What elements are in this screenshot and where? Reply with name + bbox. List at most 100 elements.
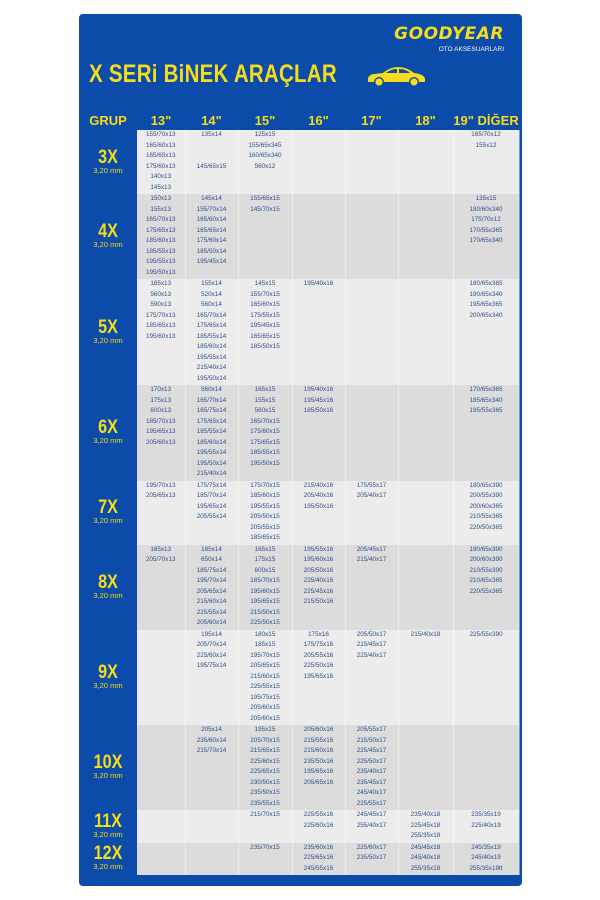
size-cell xyxy=(292,130,346,194)
tire-size: 215/60x15 xyxy=(250,672,280,680)
tire-size: 235/70x15 xyxy=(250,843,280,851)
tire-size: 205/60x16 xyxy=(303,726,334,733)
tire-size: 180/65x390 xyxy=(469,481,503,489)
tire-size: 185x14 xyxy=(201,545,222,553)
group-thickness: 3,20 mm xyxy=(93,165,123,175)
tire-size: 235/60x14 xyxy=(196,736,227,744)
tire-size: 225/50x16 xyxy=(303,662,334,669)
tire-size: 225/45x16 xyxy=(303,587,334,595)
size-cell xyxy=(398,480,454,545)
tire-size: 235/60x16 xyxy=(303,843,334,851)
group-label: 5X 3,20 mm xyxy=(79,279,137,385)
size-cell xyxy=(185,842,239,875)
tire-size: 175/75x16 xyxy=(303,641,334,648)
size-cell: 155/70x13 165/60x13 165/65x13 175/60x13 140x… xyxy=(137,130,186,194)
size-cell: 165/70x12 155x12 xyxy=(453,130,520,194)
tire-size: 175/60x13 xyxy=(146,162,176,170)
tire-size: 590x13 xyxy=(150,301,172,308)
tire-size: 225/55x390 xyxy=(469,630,503,638)
tire-size: 185/65x15 xyxy=(250,534,280,541)
tire-size: 195/70x15 xyxy=(250,651,280,659)
tire-size: 145x15 xyxy=(254,280,276,287)
tire-size: 225/55x15 xyxy=(250,683,280,690)
tire-size: 205/40x17 xyxy=(356,492,387,499)
tire-size: 600x15 xyxy=(254,566,276,574)
size-cell xyxy=(398,130,454,194)
tire-size: 210/65x365 xyxy=(469,577,503,584)
tire-size: 175/55x17 xyxy=(356,481,387,489)
tire-size: 145x14 xyxy=(201,195,222,202)
tire-size: 235/45x17 xyxy=(356,778,387,786)
tire-size: 165/75x14 xyxy=(196,407,227,414)
size-cell: 225/55x390 xyxy=(453,629,520,725)
tire-size: 520x14 xyxy=(201,290,222,298)
size-cell: 185x14 650x14 185/75x14 195/70x14 205/65x14 2… xyxy=(185,544,239,630)
tire-size: 165/70x15 xyxy=(250,417,280,425)
size-cell: 195/70x13 205/65x13 xyxy=(137,480,186,545)
tire-size: 185/70x13 xyxy=(146,417,176,425)
size-cell: 175/70x15 185/60x15 195/55x15 205/50x15 205/… xyxy=(238,480,293,545)
tire-size: 165x15 xyxy=(254,545,276,553)
size-cell: 205/45x17 215/40x17 xyxy=(345,544,399,630)
tire-size: 185/65x340 xyxy=(469,396,503,404)
tire-size: 155x15 xyxy=(254,396,276,404)
tire-size: 225/65x15 xyxy=(250,768,280,775)
tire-size: 205/60x15 xyxy=(250,714,280,722)
group-thickness: 3,20 mm xyxy=(93,240,123,249)
group-thickness: 3,20 mm xyxy=(93,590,123,600)
tire-size: 175/65x14 xyxy=(196,322,227,329)
tire-size: 215/40x17 xyxy=(356,556,387,563)
tire-size: 185/50x16 xyxy=(303,407,334,414)
size-cell: 245/35x19 245/40x19 255/35x19tt xyxy=(453,842,520,875)
size-cell: 195x15 205/70x15 215/65x15 225/60x15 225/65x… xyxy=(238,725,293,810)
tire-size: 195/50x13 xyxy=(146,268,176,276)
tire-size: 125x15 xyxy=(254,131,276,138)
size-cell: 165x13 560x13 590x13 175/70x13 185/65x13 195/… xyxy=(137,279,186,385)
tire-size: 185/75x14 xyxy=(196,566,227,574)
tire-size: 200/55x390 xyxy=(469,492,503,499)
tire-size: 185/65x13 xyxy=(146,322,176,329)
tire-size: 180/60x340 xyxy=(469,205,503,213)
size-cell xyxy=(292,194,346,279)
size-cell xyxy=(137,725,186,810)
tire-size: 195/60x13 xyxy=(146,332,176,340)
tire-size: 225/40x16 xyxy=(303,577,334,584)
tire-size: 185/70x14 xyxy=(196,492,227,499)
tire-size: 155/70x14 xyxy=(196,205,227,213)
tire-size: 195/55x365 xyxy=(469,407,503,414)
tire-size: 255/40x17 xyxy=(356,821,387,829)
tire-size: 195/55x16 xyxy=(303,545,334,553)
size-cell: 235/35x19 225/40x19 xyxy=(453,810,520,843)
size-cell: 155/65x15 145/70x15 xyxy=(238,194,293,279)
tire-size: 600x13 xyxy=(150,407,172,414)
size-cell: 205x14 235/60x14 215/70x14 xyxy=(185,725,239,810)
tire-size: 155/65x15 xyxy=(250,195,280,202)
tire-size: 145/65x15 xyxy=(196,162,227,170)
tire-size: 155/70x15 xyxy=(250,290,280,298)
tire-size: 165/60x13 xyxy=(146,141,176,149)
tire-size: 155/70x13 xyxy=(146,131,176,138)
tire-size: 155x13 xyxy=(150,205,172,213)
goodyear-logo: GOODYEAR xyxy=(394,24,504,44)
tire-size: 215/50x17 xyxy=(356,736,387,744)
tire-size: 195/40x16 xyxy=(303,280,334,287)
tire-size xyxy=(186,151,238,162)
tire-size: 245/55x16 xyxy=(303,864,334,872)
size-cell: 225/55x16 225/60x16 xyxy=(292,810,346,843)
tire-size: 225/60x14 xyxy=(196,651,227,659)
tire-size: 225/55x16 xyxy=(303,811,334,818)
size-cell: 195/55x16 195/60x16 205/50x16 225/40x16 225/… xyxy=(292,544,346,630)
tire-size: 235/55x15 xyxy=(250,799,280,807)
size-cell: 135x15 180/60x340 175/70x12 170/55x365 170/6… xyxy=(453,194,520,279)
tire-size: 195/50x14 xyxy=(196,459,227,467)
size-cell: 235/40x18 225/45x18 255/35x18 xyxy=(398,810,454,843)
size-cell xyxy=(345,385,399,481)
group-row: 4X 3,20 mm 150x13 155x13 165/70x13 175/65x13 1… xyxy=(79,194,520,279)
tire-size: 185/50x15 xyxy=(250,343,280,350)
tire-size: 150x13 xyxy=(150,195,172,202)
size-cell: 205/50x17 215/45x17 225/40x17 xyxy=(345,629,399,725)
tire-size: 215/45x17 xyxy=(356,641,387,648)
tire-size: 165x13 xyxy=(150,280,172,287)
tire-size: 225/45x18 xyxy=(410,821,441,829)
brand: GOODYEAR OTO AKSESUARLARI xyxy=(394,24,504,53)
